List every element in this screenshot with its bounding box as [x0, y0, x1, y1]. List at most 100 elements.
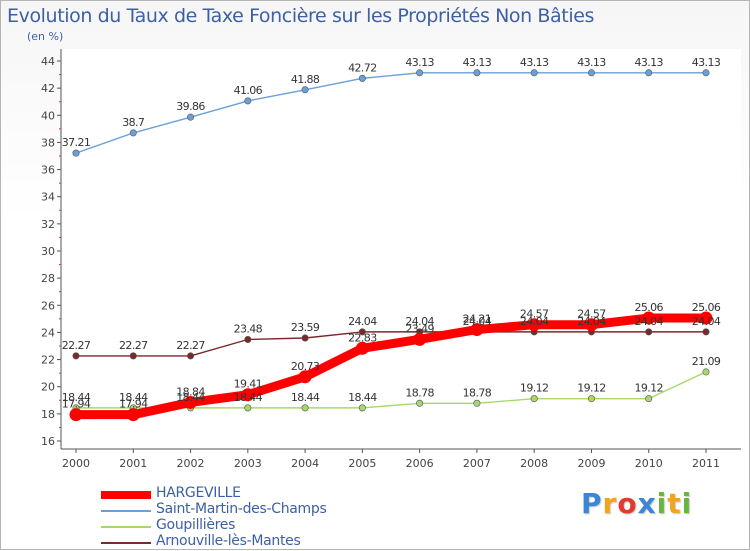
- y-tick-label: 18: [41, 408, 55, 421]
- data-label: 24.04: [577, 315, 606, 328]
- data-point: [416, 399, 424, 407]
- y-tick-label: 26: [41, 299, 55, 312]
- data-point: [129, 352, 137, 360]
- legend-label: Saint-Martin-des-Champs: [156, 501, 327, 517]
- data-label: 24.04: [634, 315, 663, 328]
- data-point: [244, 404, 252, 412]
- chart-title: Evolution du Taux de Taxe Foncière sur l…: [7, 5, 595, 27]
- legend-label: Goupillières: [156, 517, 236, 533]
- data-point: [358, 74, 366, 82]
- proxiti-logo: Proxiti: [581, 487, 692, 520]
- data-point: [241, 388, 255, 402]
- x-tick-label: 2007: [463, 457, 491, 470]
- data-label: 37.21: [62, 136, 91, 149]
- series-line-0: [71, 313, 711, 420]
- data-label: 24.57: [577, 308, 606, 321]
- data-label: 24.57: [520, 308, 549, 321]
- data-point: [642, 311, 656, 325]
- data-point: [301, 404, 309, 412]
- data-point: [72, 352, 80, 360]
- x-tick-label: 2006: [406, 457, 434, 470]
- data-point: [702, 328, 710, 336]
- legend-swatch: [101, 526, 151, 528]
- data-label: 43.13: [634, 56, 663, 69]
- x-tick-label: 2011: [692, 457, 720, 470]
- data-label: 25.06: [634, 301, 663, 314]
- legend-item: HARGEVILLE: [101, 485, 401, 503]
- data-label: 43.13: [463, 56, 492, 69]
- y-tick-label: 30: [41, 245, 55, 258]
- data-label: 24.04: [348, 315, 377, 328]
- x-tick-label: 2001: [119, 457, 147, 470]
- data-label: 18.44: [291, 391, 320, 404]
- data-label: 41.88: [291, 73, 320, 86]
- data-label: 19.12: [520, 382, 549, 395]
- logo-letter: o: [617, 487, 638, 520]
- data-label: 25.06: [692, 301, 721, 314]
- y-tick-label: 24: [41, 326, 55, 339]
- logo-letter: i: [656, 487, 668, 520]
- data-point: [187, 113, 195, 121]
- data-point: [702, 69, 710, 77]
- data-label: 43.13: [577, 56, 606, 69]
- data-label: 38.7: [122, 116, 145, 129]
- logo-letter: x: [637, 487, 657, 520]
- data-label: 41.06: [234, 84, 263, 97]
- y-tick-label: 20: [41, 381, 55, 394]
- legend-item: Saint-Martin-des-Champs: [101, 501, 401, 519]
- data-label: 19.12: [634, 382, 663, 395]
- data-label: 18.84: [176, 385, 205, 398]
- data-point: [298, 370, 312, 384]
- data-label: 19.12: [577, 382, 606, 395]
- plot-area: [61, 49, 741, 449]
- data-point: [587, 69, 595, 77]
- x-tick-label: 2010: [635, 457, 663, 470]
- y-tick-label: 36: [41, 164, 55, 177]
- data-label: 39.86: [176, 100, 205, 113]
- data-point: [355, 341, 369, 355]
- data-label: 43.13: [520, 56, 549, 69]
- data-label: 22.27: [62, 339, 91, 352]
- series-line-3: [75, 331, 707, 357]
- y-tick-label: 38: [41, 136, 55, 149]
- data-point: [702, 368, 710, 376]
- data-point: [699, 311, 713, 325]
- data-point: [184, 395, 198, 409]
- data-point: [645, 395, 653, 403]
- data-label: 18.44: [62, 391, 91, 404]
- x-tick-label: 2009: [577, 457, 605, 470]
- data-point: [244, 97, 252, 105]
- data-point: [473, 69, 481, 77]
- x-tick-label: 2002: [177, 457, 205, 470]
- data-point: [301, 86, 309, 94]
- y-tick-label: 40: [41, 109, 55, 122]
- data-label: 24.21: [463, 313, 492, 326]
- data-point: [645, 328, 653, 336]
- logo-letter: t: [667, 487, 682, 520]
- data-label: 24.04: [692, 315, 721, 328]
- data-label: 23.59: [291, 321, 320, 334]
- data-point: [126, 408, 140, 422]
- legend-item: Arnouville-lès-Mantes: [101, 533, 401, 551]
- data-point: [527, 318, 541, 332]
- data-label: 24.04: [405, 315, 434, 328]
- legend-swatch: [101, 491, 151, 499]
- data-point: [301, 334, 309, 342]
- data-label: 42.72: [348, 61, 377, 74]
- data-point: [244, 335, 252, 343]
- x-tick-label: 2008: [520, 457, 548, 470]
- y-tick-label: 44: [41, 55, 55, 68]
- data-point: [187, 352, 195, 360]
- logo-letter: i: [681, 487, 693, 520]
- data-label: 18.44: [348, 391, 377, 404]
- logo-letter: r: [602, 487, 618, 520]
- legend-label: HARGEVILLE: [156, 485, 241, 501]
- data-point: [358, 328, 366, 336]
- data-label: 17.94: [119, 398, 148, 411]
- data-label: 17.94: [62, 398, 91, 411]
- data-label: 18.44: [119, 391, 148, 404]
- x-tick-label: 2005: [348, 457, 376, 470]
- legend-label: Arnouville-lès-Mantes: [156, 533, 301, 549]
